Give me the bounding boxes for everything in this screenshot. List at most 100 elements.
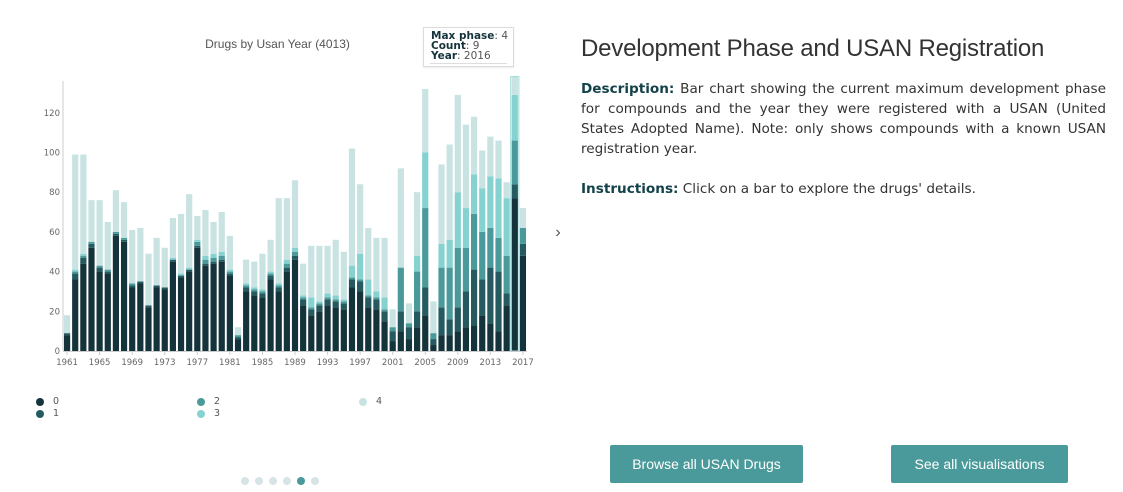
bar-segment[interactable] (381, 321, 388, 351)
bar-segment[interactable] (357, 279, 364, 282)
bar-segment[interactable] (112, 190, 120, 232)
bar-segment[interactable] (210, 257, 217, 262)
bar-segment[interactable] (63, 335, 71, 351)
bar-segment[interactable] (291, 259, 299, 351)
bar-segment[interactable] (405, 303, 413, 324)
bar-segment[interactable] (80, 263, 87, 351)
bar-segment[interactable] (365, 295, 372, 298)
bar-segment[interactable] (454, 94, 461, 193)
bar-segment[interactable] (495, 331, 502, 351)
bar-segment[interactable] (226, 273, 233, 276)
bar-segment[interactable] (405, 323, 413, 328)
bar-segment[interactable] (80, 257, 87, 264)
bar-segment[interactable] (194, 216, 201, 240)
bar-segment[interactable] (259, 289, 266, 292)
bar-segment[interactable] (373, 309, 380, 351)
bar-segment[interactable] (283, 267, 290, 272)
bar-segment[interactable] (218, 255, 225, 260)
bar-segment[interactable] (161, 247, 168, 288)
bar-segment[interactable] (226, 271, 233, 274)
bar-segment[interactable] (365, 279, 372, 296)
bar-segment[interactable] (446, 319, 453, 336)
bar-segment[interactable] (177, 275, 185, 278)
legend-item-3[interactable]: 3 (197, 408, 220, 419)
carousel-dot-6[interactable] (311, 477, 319, 485)
bar-segment[interactable] (267, 271, 274, 274)
bar-segment[interactable] (243, 291, 250, 351)
bar-segment[interactable] (316, 305, 323, 312)
bar-segment[interactable] (365, 227, 372, 280)
bar-segment[interactable] (462, 208, 470, 248)
bar-segment[interactable] (519, 255, 527, 351)
bar-segment[interactable] (291, 251, 299, 256)
bar-segment[interactable] (422, 208, 429, 288)
bar-segment[interactable] (88, 241, 95, 244)
bar-segment[interactable] (177, 214, 185, 274)
bar-segment[interactable] (218, 251, 225, 256)
bar-segment[interactable] (112, 235, 120, 351)
bar-segment[interactable] (129, 287, 136, 351)
bar-segment[interactable] (308, 309, 315, 316)
bar-segment[interactable] (226, 269, 233, 272)
bar-segment[interactable] (243, 285, 250, 288)
legend-item-0[interactable]: 0 (36, 396, 59, 407)
bar-segment[interactable] (454, 192, 461, 248)
bar-segment[interactable] (389, 341, 396, 351)
bar-segment[interactable] (218, 259, 225, 262)
bar-segment[interactable] (72, 271, 79, 274)
bar-segment[interactable] (251, 289, 258, 292)
bar-segment[interactable] (381, 237, 388, 298)
bar-segment[interactable] (365, 297, 372, 308)
bar-segment[interactable] (503, 305, 510, 351)
bar-segment[interactable] (291, 180, 299, 248)
bar-segment[interactable] (365, 307, 372, 351)
bar-segment[interactable] (373, 297, 380, 300)
bar-segment[interactable] (324, 299, 331, 306)
bar-segment[interactable] (422, 88, 429, 153)
bar-segment[interactable] (120, 237, 128, 240)
bar-segment[interactable] (422, 287, 429, 316)
bar-segment[interactable] (487, 136, 494, 177)
bar-segment[interactable] (495, 271, 502, 332)
bar-segment[interactable] (316, 245, 323, 302)
bar-segment[interactable] (251, 291, 258, 296)
bar-segment[interactable] (324, 245, 331, 294)
bar-segment[interactable] (422, 315, 429, 351)
bar-segment[interactable] (210, 221, 217, 254)
bar-segment[interactable] (202, 263, 209, 266)
bar-segment[interactable] (503, 293, 510, 306)
bar-segment[interactable] (454, 331, 461, 351)
bar-segment[interactable] (389, 309, 396, 328)
bar-segment[interactable] (137, 281, 144, 284)
bar-segment[interactable] (479, 150, 486, 189)
bar-segment[interactable] (438, 243, 445, 268)
bar-segment[interactable] (430, 339, 437, 346)
bar-segment[interactable] (153, 287, 160, 351)
bar-segment[interactable] (120, 239, 128, 242)
bar-segment[interactable] (186, 267, 193, 270)
bar-segment[interactable] (389, 327, 396, 332)
bar-segment[interactable] (226, 275, 233, 351)
bar-segment[interactable] (96, 200, 103, 266)
carousel-dot-1[interactable] (241, 477, 249, 485)
bar-segment[interactable] (446, 144, 453, 240)
bar-segment[interactable] (112, 231, 120, 234)
bar-segment[interactable] (112, 233, 120, 236)
bar-segment[interactable] (438, 267, 445, 308)
bar-segment[interactable] (186, 271, 193, 351)
bar-segment[interactable] (479, 188, 486, 232)
bar-segment[interactable] (283, 259, 290, 264)
bar-segment[interactable] (422, 152, 429, 209)
bar-segment[interactable] (153, 237, 160, 286)
bar-segment[interactable] (511, 184, 518, 199)
bar-segment[interactable] (381, 311, 388, 322)
bar-segment[interactable] (332, 307, 339, 351)
bar-segment[interactable] (462, 247, 470, 292)
bar-segment[interactable] (259, 291, 266, 294)
carousel-dot-4[interactable] (283, 477, 291, 485)
bar-segment[interactable] (300, 263, 307, 296)
bar-segment[interactable] (340, 251, 347, 300)
bar-segment[interactable] (283, 263, 290, 268)
bar-segment[interactable] (414, 311, 421, 328)
bar-segment[interactable] (275, 287, 282, 292)
